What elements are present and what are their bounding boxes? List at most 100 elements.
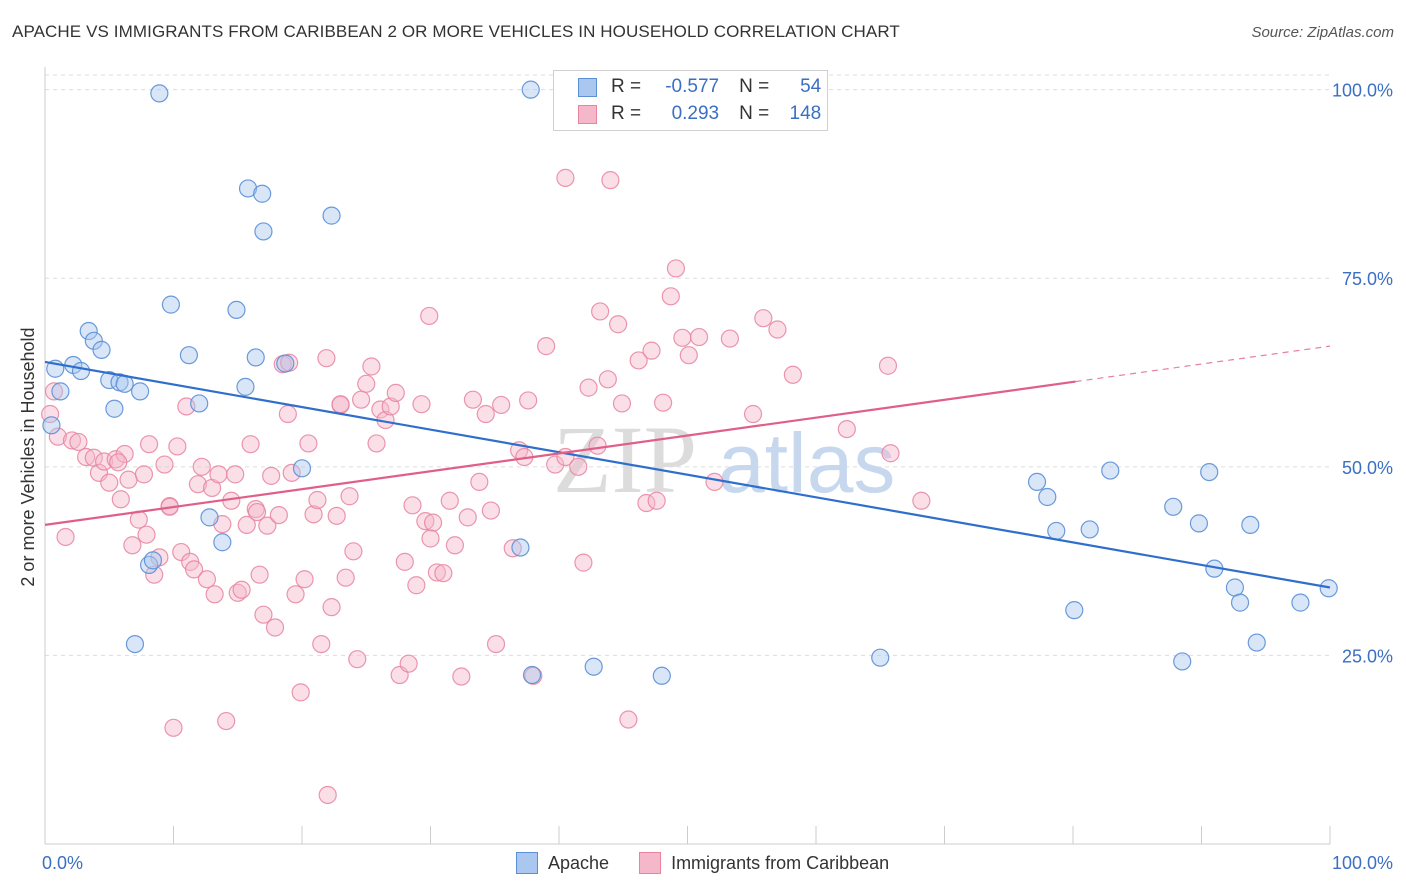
- apache-point: [92, 340, 111, 359]
- caribbean-point: [362, 357, 381, 376]
- apache-point: [1080, 520, 1099, 539]
- caribbean-point: [399, 654, 418, 673]
- caribbean-point: [119, 470, 138, 489]
- caribbean-point: [192, 457, 211, 476]
- apache-point: [1065, 601, 1084, 620]
- caribbean-point: [458, 508, 477, 527]
- apache-point: [322, 206, 341, 225]
- apache-point: [71, 361, 91, 381]
- series-legend: Apache Immigrants from Caribbean: [516, 852, 919, 874]
- apache-point: [179, 346, 199, 365]
- caribbean-point: [295, 570, 314, 589]
- apache-point: [1247, 633, 1266, 652]
- apache-point: [246, 348, 265, 367]
- n-value-apache: 54: [800, 76, 822, 97]
- caribbean-point: [348, 650, 367, 669]
- apache-point: [584, 657, 603, 676]
- caribbean-point: [661, 287, 680, 306]
- caribbean-point: [546, 455, 565, 474]
- caribbean-point: [837, 419, 856, 439]
- caribbean-point: [269, 505, 288, 525]
- caribbean-point: [912, 491, 931, 510]
- caribbean-point: [407, 576, 426, 595]
- caribbean-point: [137, 525, 156, 544]
- apache-point: [1241, 515, 1260, 535]
- caribbean-point: [109, 453, 128, 472]
- apache-swatch: [516, 852, 538, 874]
- caribbean-point: [331, 395, 350, 414]
- caribbean-point: [258, 516, 277, 535]
- caribbean-point: [445, 536, 465, 555]
- caribbean-point: [254, 605, 273, 624]
- caribbean-point: [434, 564, 453, 583]
- caribbean-point: [679, 346, 698, 365]
- caribbean-point: [486, 634, 506, 654]
- caribbean-point: [492, 395, 511, 415]
- caribbean-point: [344, 542, 363, 561]
- caribbean-point: [308, 490, 327, 510]
- caribbean-point: [336, 568, 355, 587]
- caribbean-point: [77, 447, 96, 467]
- legend-label-caribbean: Immigrants from Caribbean: [671, 852, 890, 873]
- apache-point: [871, 648, 890, 667]
- caribbean-point: [247, 502, 267, 522]
- apache-point: [1225, 578, 1245, 597]
- caribbean-point: [754, 309, 773, 328]
- caribbean-point: [666, 259, 686, 278]
- apache-point: [79, 321, 98, 341]
- caribbean-swatch: [639, 852, 662, 874]
- r-label: R =: [611, 103, 642, 124]
- y-tick-label: 25.0%: [1342, 646, 1393, 666]
- caribbean-point: [340, 487, 359, 506]
- caribbean-point: [519, 391, 538, 410]
- apache-point: [143, 551, 163, 570]
- watermark-zip: ZIP: [553, 406, 697, 513]
- caribbean-point: [145, 565, 164, 584]
- apache-point: [42, 416, 61, 435]
- caribbean-point: [318, 785, 337, 805]
- apache-points: [42, 80, 1338, 685]
- caribbean-point: [226, 465, 245, 484]
- apache-point: [238, 179, 258, 198]
- apache-point: [511, 538, 530, 557]
- caribbean-point: [168, 437, 187, 456]
- caribbean-point: [286, 585, 305, 604]
- caribbean-point: [537, 337, 556, 356]
- caribbean-point: [574, 553, 593, 572]
- apache-point: [1164, 497, 1183, 516]
- apache-point: [51, 382, 70, 401]
- apache-point: [253, 184, 272, 203]
- caribbean-point: [184, 560, 204, 579]
- y-tick-label: 100.0%: [1332, 81, 1393, 101]
- caribbean-point: [205, 585, 224, 604]
- caribbean-point: [612, 394, 632, 413]
- caribbean-trend-extension: [1075, 345, 1331, 383]
- watermark-atlas: atlas: [718, 416, 895, 510]
- caribbean-point: [188, 475, 208, 494]
- caribbean-point: [440, 491, 459, 510]
- caribbean-point: [123, 536, 142, 555]
- caribbean-point: [609, 315, 628, 334]
- caribbean-point: [395, 552, 414, 571]
- caribbean-point: [705, 472, 724, 492]
- caribbean-point: [629, 351, 648, 370]
- apache-point: [522, 665, 542, 685]
- caribbean-point: [556, 168, 575, 187]
- caribbean-point: [412, 395, 431, 414]
- caribbean-point: [299, 434, 318, 453]
- caribbean-point: [420, 306, 439, 326]
- caribbean-point: [317, 349, 336, 368]
- legend-item-apache: Apache: [516, 852, 609, 874]
- caribbean-point: [371, 400, 390, 419]
- caribbean-point: [463, 390, 483, 409]
- caribbean-point: [278, 404, 297, 424]
- caribbean-point: [481, 501, 500, 520]
- caribbean-point: [403, 496, 422, 515]
- caribbean-point: [100, 473, 119, 492]
- source-label: Source: ZipAtlas.com: [1251, 24, 1394, 41]
- caribbean-point: [155, 455, 174, 474]
- caribbean-point: [322, 598, 341, 617]
- legend-row-caribbean: R = 0.293 N = 148: [578, 103, 821, 125]
- apache-point: [125, 634, 145, 654]
